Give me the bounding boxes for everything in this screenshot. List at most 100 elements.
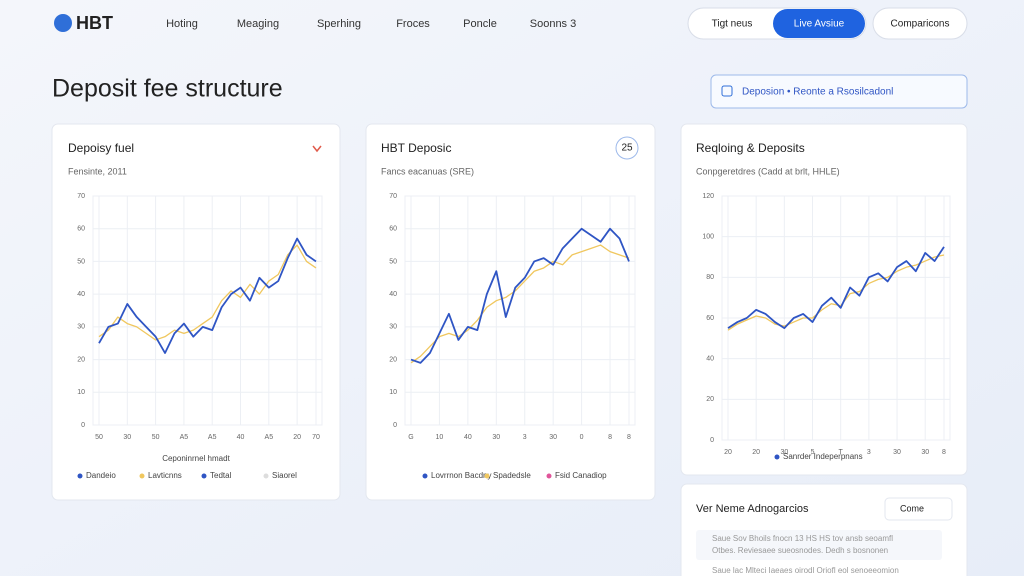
nav-link[interactable]: Poncle <box>463 18 497 30</box>
x-tick-label: 50 <box>152 434 160 441</box>
page-title: Deposit fee structure <box>52 75 283 103</box>
y-tick-label: 40 <box>706 356 714 363</box>
row-text: Saue lac Mlteci Iaeaes oirodl Oriofl eol… <box>712 566 899 575</box>
y-tick-label: 20 <box>706 396 714 403</box>
legend-label: Spadedsle <box>493 471 531 480</box>
x-tick-label: A5 <box>180 434 189 441</box>
line <box>410 244 630 364</box>
y-tick-label: 40 <box>77 291 85 298</box>
card-title: Ver Neme Adnogarcios <box>696 503 809 515</box>
action-label[interactable]: Deposion • Reonte a Rsosilcadonl <box>742 87 893 98</box>
line <box>98 244 317 341</box>
card-title: HBT Deposic <box>381 141 451 155</box>
card-subtitle: Conpgeretdres (Cadd at brlt, HHLE) <box>696 166 840 176</box>
y-tick-label: 120 <box>702 193 714 200</box>
legend-label: Sanrder Indeperpnans <box>783 452 863 461</box>
x-tick-label: 40 <box>464 434 472 441</box>
button[interactable] <box>872 7 968 40</box>
card <box>680 123 968 476</box>
legend-marker <box>422 473 428 479</box>
x-tick-label: 3 <box>867 449 871 456</box>
row <box>696 530 942 560</box>
card <box>51 123 341 501</box>
x-tick-label: 40 <box>237 434 245 441</box>
y-tick-label: 30 <box>77 324 85 331</box>
y-tick-label: 0 <box>710 437 714 444</box>
card <box>365 123 656 501</box>
legend-label: Siaorel <box>272 471 297 480</box>
legend-marker <box>484 473 490 479</box>
y-tick-label: 100 <box>702 234 714 241</box>
nav-link[interactable]: Froces <box>396 18 430 30</box>
y-tick-label: 60 <box>706 315 714 322</box>
y-tick-label: 60 <box>77 226 85 233</box>
x-tick-label: 30 <box>123 434 131 441</box>
nav-link[interactable]: Soonns 3 <box>530 18 576 30</box>
toggle-option[interactable]: Live Avsiue <box>794 19 845 30</box>
nav-link[interactable]: Sperhing <box>317 18 361 30</box>
badge[interactable] <box>615 136 639 160</box>
x-tick-label: 70 <box>312 434 320 441</box>
y-tick-label: 80 <box>706 274 714 281</box>
line <box>410 227 630 364</box>
y-tick-label: 0 <box>393 422 397 429</box>
line <box>727 246 945 330</box>
x-tick-label: A5 <box>208 434 217 441</box>
legend-marker <box>546 473 552 479</box>
action-button[interactable] <box>710 74 968 109</box>
legend-marker <box>201 473 207 479</box>
card-icon[interactable] <box>312 145 322 153</box>
line <box>98 237 317 354</box>
x-tick-label: 20 <box>752 449 760 456</box>
x-tick-label: 30 <box>921 449 929 456</box>
action-icon <box>721 85 733 97</box>
toggle-option[interactable]: Tigt neus <box>712 19 753 30</box>
badge-label: 25 <box>621 143 633 154</box>
card-subtitle: Fancs eacanuas (SRE) <box>381 166 474 176</box>
legend-label: Lavticnns <box>148 471 182 480</box>
card-title: Reqloing & Deposits <box>696 141 805 155</box>
x-tick-label: 0 <box>580 434 584 441</box>
row-text: Otbes. Reviesaee sueosnodes. Dedh s bosn… <box>712 546 888 555</box>
x-tick-label: A5 <box>265 434 274 441</box>
x-tick-label: 30 <box>492 434 500 441</box>
x-tick-label: 20 <box>293 434 301 441</box>
line <box>727 254 945 331</box>
nav-link[interactable]: Meaging <box>237 18 279 30</box>
card-title: Depoisy fuel <box>68 141 134 155</box>
button-label[interactable]: Come <box>900 503 924 513</box>
y-tick-label: 40 <box>389 291 397 298</box>
x-tick-label: 8 <box>942 449 946 456</box>
legend-label: Fsid Canadiop <box>555 471 607 480</box>
x-tick-label: 30 <box>549 434 557 441</box>
y-tick-label: 0 <box>81 422 85 429</box>
x-tick-label: 20 <box>724 449 732 456</box>
x-tick-label: 5 <box>811 449 815 456</box>
button-label[interactable]: Comparicons <box>891 19 950 30</box>
logo-icon[interactable] <box>54 14 72 32</box>
toggle-active[interactable] <box>773 9 865 38</box>
y-tick-label: 70 <box>389 193 397 200</box>
x-tick-label: 30 <box>893 449 901 456</box>
y-tick-label: 10 <box>77 389 85 396</box>
y-tick-label: 10 <box>389 389 397 396</box>
legend-label: Lovrrnon Bacdny <box>431 471 491 480</box>
legend-marker <box>263 473 269 479</box>
x-tick-label: G <box>408 434 413 441</box>
chart-caption: Ceponinrnel hmadt <box>162 454 230 463</box>
button[interactable] <box>884 497 953 521</box>
y-tick-label: 50 <box>77 258 85 265</box>
legend-marker <box>139 473 145 479</box>
x-tick-label: 50 <box>95 434 103 441</box>
x-tick-label: 30 <box>780 449 788 456</box>
y-tick-label: 50 <box>389 258 397 265</box>
y-tick-label: 70 <box>77 193 85 200</box>
x-tick-label: 3 <box>523 434 527 441</box>
logo[interactable]: HBT <box>76 13 113 33</box>
row-text: Saue Sov Bhoils fnocn 13 HS HS tov ansb … <box>712 534 893 543</box>
y-tick-label: 20 <box>389 356 397 363</box>
x-tick-label: 8 <box>627 434 631 441</box>
nav-link[interactable]: Hoting <box>166 18 198 30</box>
